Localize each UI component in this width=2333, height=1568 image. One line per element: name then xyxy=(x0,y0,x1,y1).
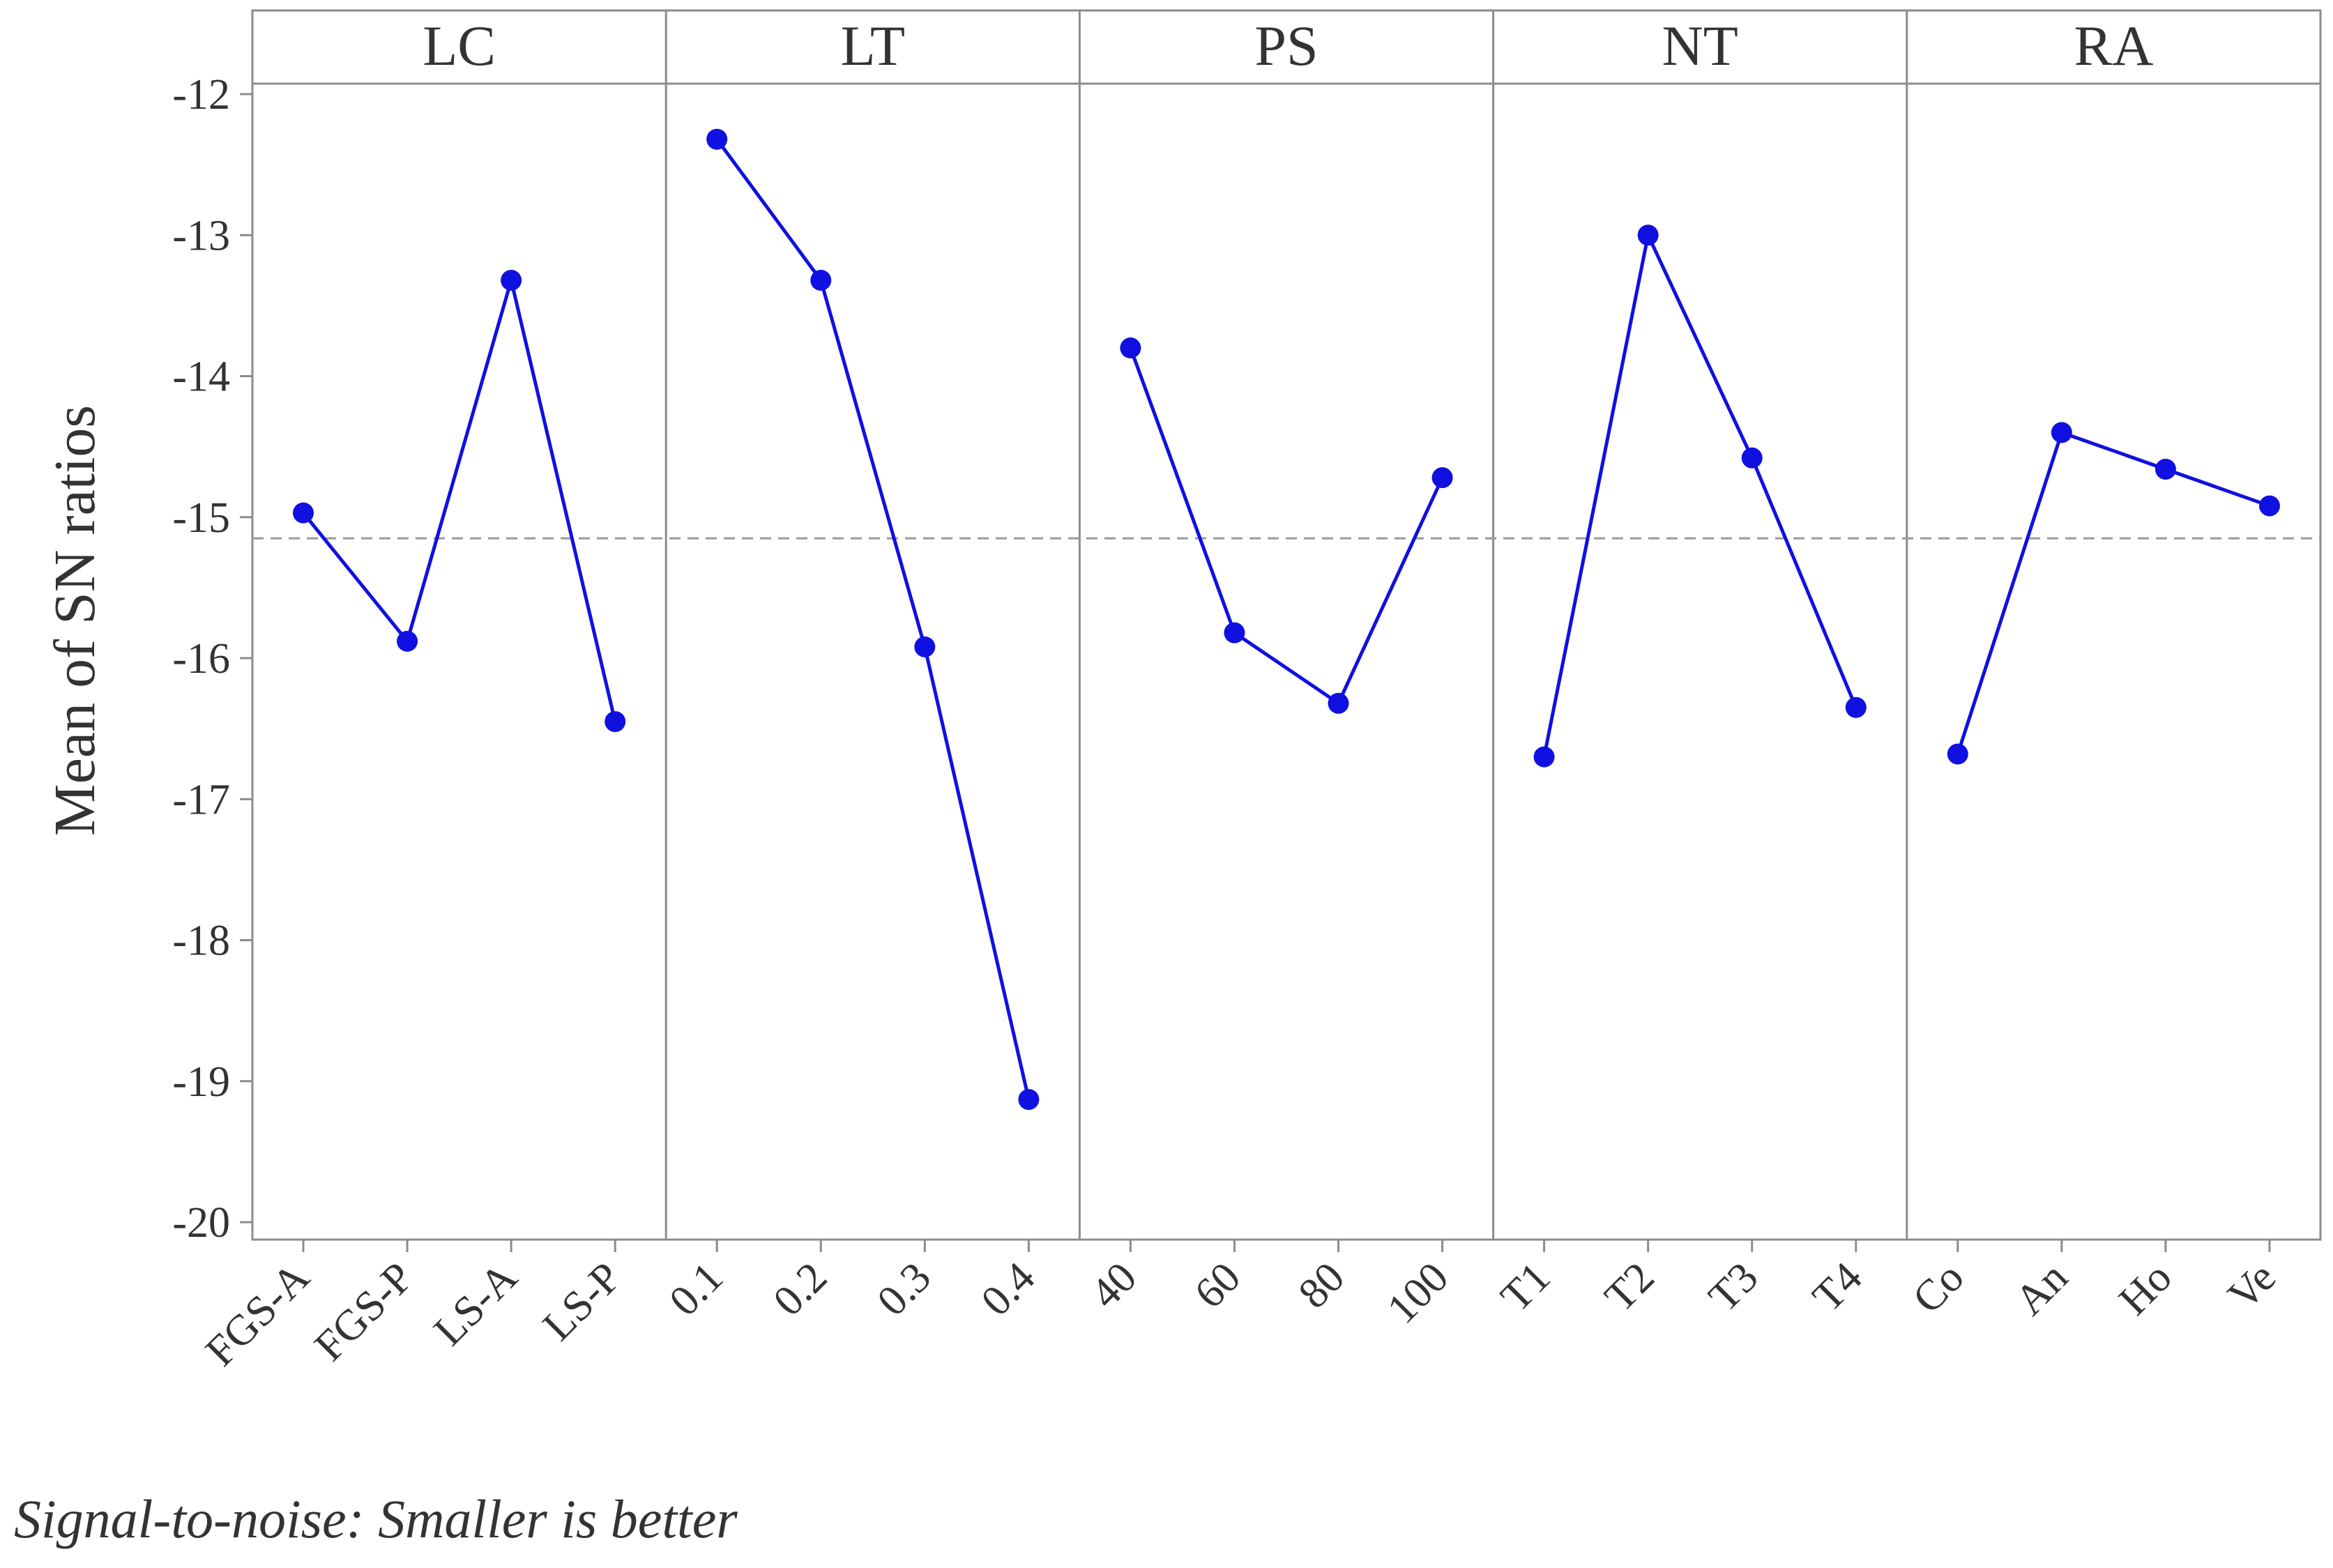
data-point xyxy=(1431,467,1453,489)
y-tick-label: -20 xyxy=(172,1199,230,1247)
x-tick-label: T3 xyxy=(1700,1254,1768,1321)
series-line-nt xyxy=(1542,229,1858,758)
plot-border xyxy=(251,9,2322,1241)
data-point xyxy=(810,269,832,291)
x-tick-label: 100 xyxy=(1378,1254,1458,1333)
data-point xyxy=(1947,743,1968,765)
x-tick-label: 40 xyxy=(1081,1254,1146,1318)
data-point xyxy=(1845,697,1867,718)
panel-title-ra: RA xyxy=(2074,14,2153,77)
x-tick-label: 60 xyxy=(1185,1254,1249,1318)
data-point xyxy=(2259,495,2280,517)
x-tick-label: Ho xyxy=(2110,1254,2181,1325)
x-tick-label: 0.3 xyxy=(868,1254,940,1325)
data-point xyxy=(1018,1089,1040,1111)
x-tick-label: FGS-P xyxy=(305,1254,422,1370)
x-tick-label: 0.2 xyxy=(764,1254,836,1325)
series-line-ra xyxy=(1956,430,2270,755)
data-point xyxy=(914,636,936,657)
panel-title-lc: LC xyxy=(423,14,496,77)
panel-title-nt: NT xyxy=(1662,14,1738,77)
data-point xyxy=(706,128,728,150)
data-point xyxy=(1328,692,1349,714)
panel-title-lt: LT xyxy=(840,14,905,77)
data-point xyxy=(1120,337,1141,359)
plot-frame: LC LT PS NT RA xyxy=(251,9,2322,1241)
data-point xyxy=(1741,447,1763,469)
x-tick-label: LS-P xyxy=(534,1254,630,1350)
x-tick-label: Ve xyxy=(2219,1254,2285,1319)
y-axis: -20 -19 -18 -17 -16 -15 -14 -13 -12 xyxy=(172,71,252,1247)
x-tick-label: T1 xyxy=(1492,1254,1560,1321)
series-line-lt xyxy=(715,138,1031,1100)
series-line-ps xyxy=(1129,347,1444,706)
y-tick-label: -16 xyxy=(172,635,230,683)
y-tick-label: -19 xyxy=(172,1058,230,1106)
y-tick-label: -15 xyxy=(172,494,230,542)
panel-title-ps: PS xyxy=(1254,14,1318,77)
footnote: Signal-to-noise: Smaller is better xyxy=(14,1489,738,1549)
x-tick-label: Co xyxy=(1903,1254,1973,1323)
y-tick-label: -12 xyxy=(172,71,230,119)
y-tick-label: -13 xyxy=(172,212,230,259)
data-point xyxy=(293,502,314,524)
data-point xyxy=(605,711,626,733)
data-point xyxy=(397,630,418,652)
series-line-lc xyxy=(302,273,617,722)
x-tick-label: 0.1 xyxy=(660,1254,732,1325)
x-tick-label: T4 xyxy=(1804,1254,1871,1321)
data-point xyxy=(1224,622,1245,644)
data-point xyxy=(2155,458,2176,480)
data-point xyxy=(1637,224,1659,246)
data-point xyxy=(501,269,522,291)
x-tick-label: FGS-A xyxy=(197,1254,319,1376)
x-tick-label: T2 xyxy=(1596,1254,1664,1321)
y-tick-label: -17 xyxy=(172,776,230,823)
y-tick-label: -18 xyxy=(172,918,230,965)
x-tick-label: 0.4 xyxy=(972,1254,1044,1325)
x-tick-label: 80 xyxy=(1290,1254,1354,1318)
y-tick-label: -14 xyxy=(172,353,230,401)
y-axis-label: Mean of SN ratios xyxy=(43,405,107,836)
x-tick-label: An xyxy=(2006,1254,2077,1325)
x-tick-label: LS-A xyxy=(425,1254,527,1355)
data-point xyxy=(1533,746,1555,768)
series-group xyxy=(293,128,2280,1111)
data-point xyxy=(2051,422,2072,443)
